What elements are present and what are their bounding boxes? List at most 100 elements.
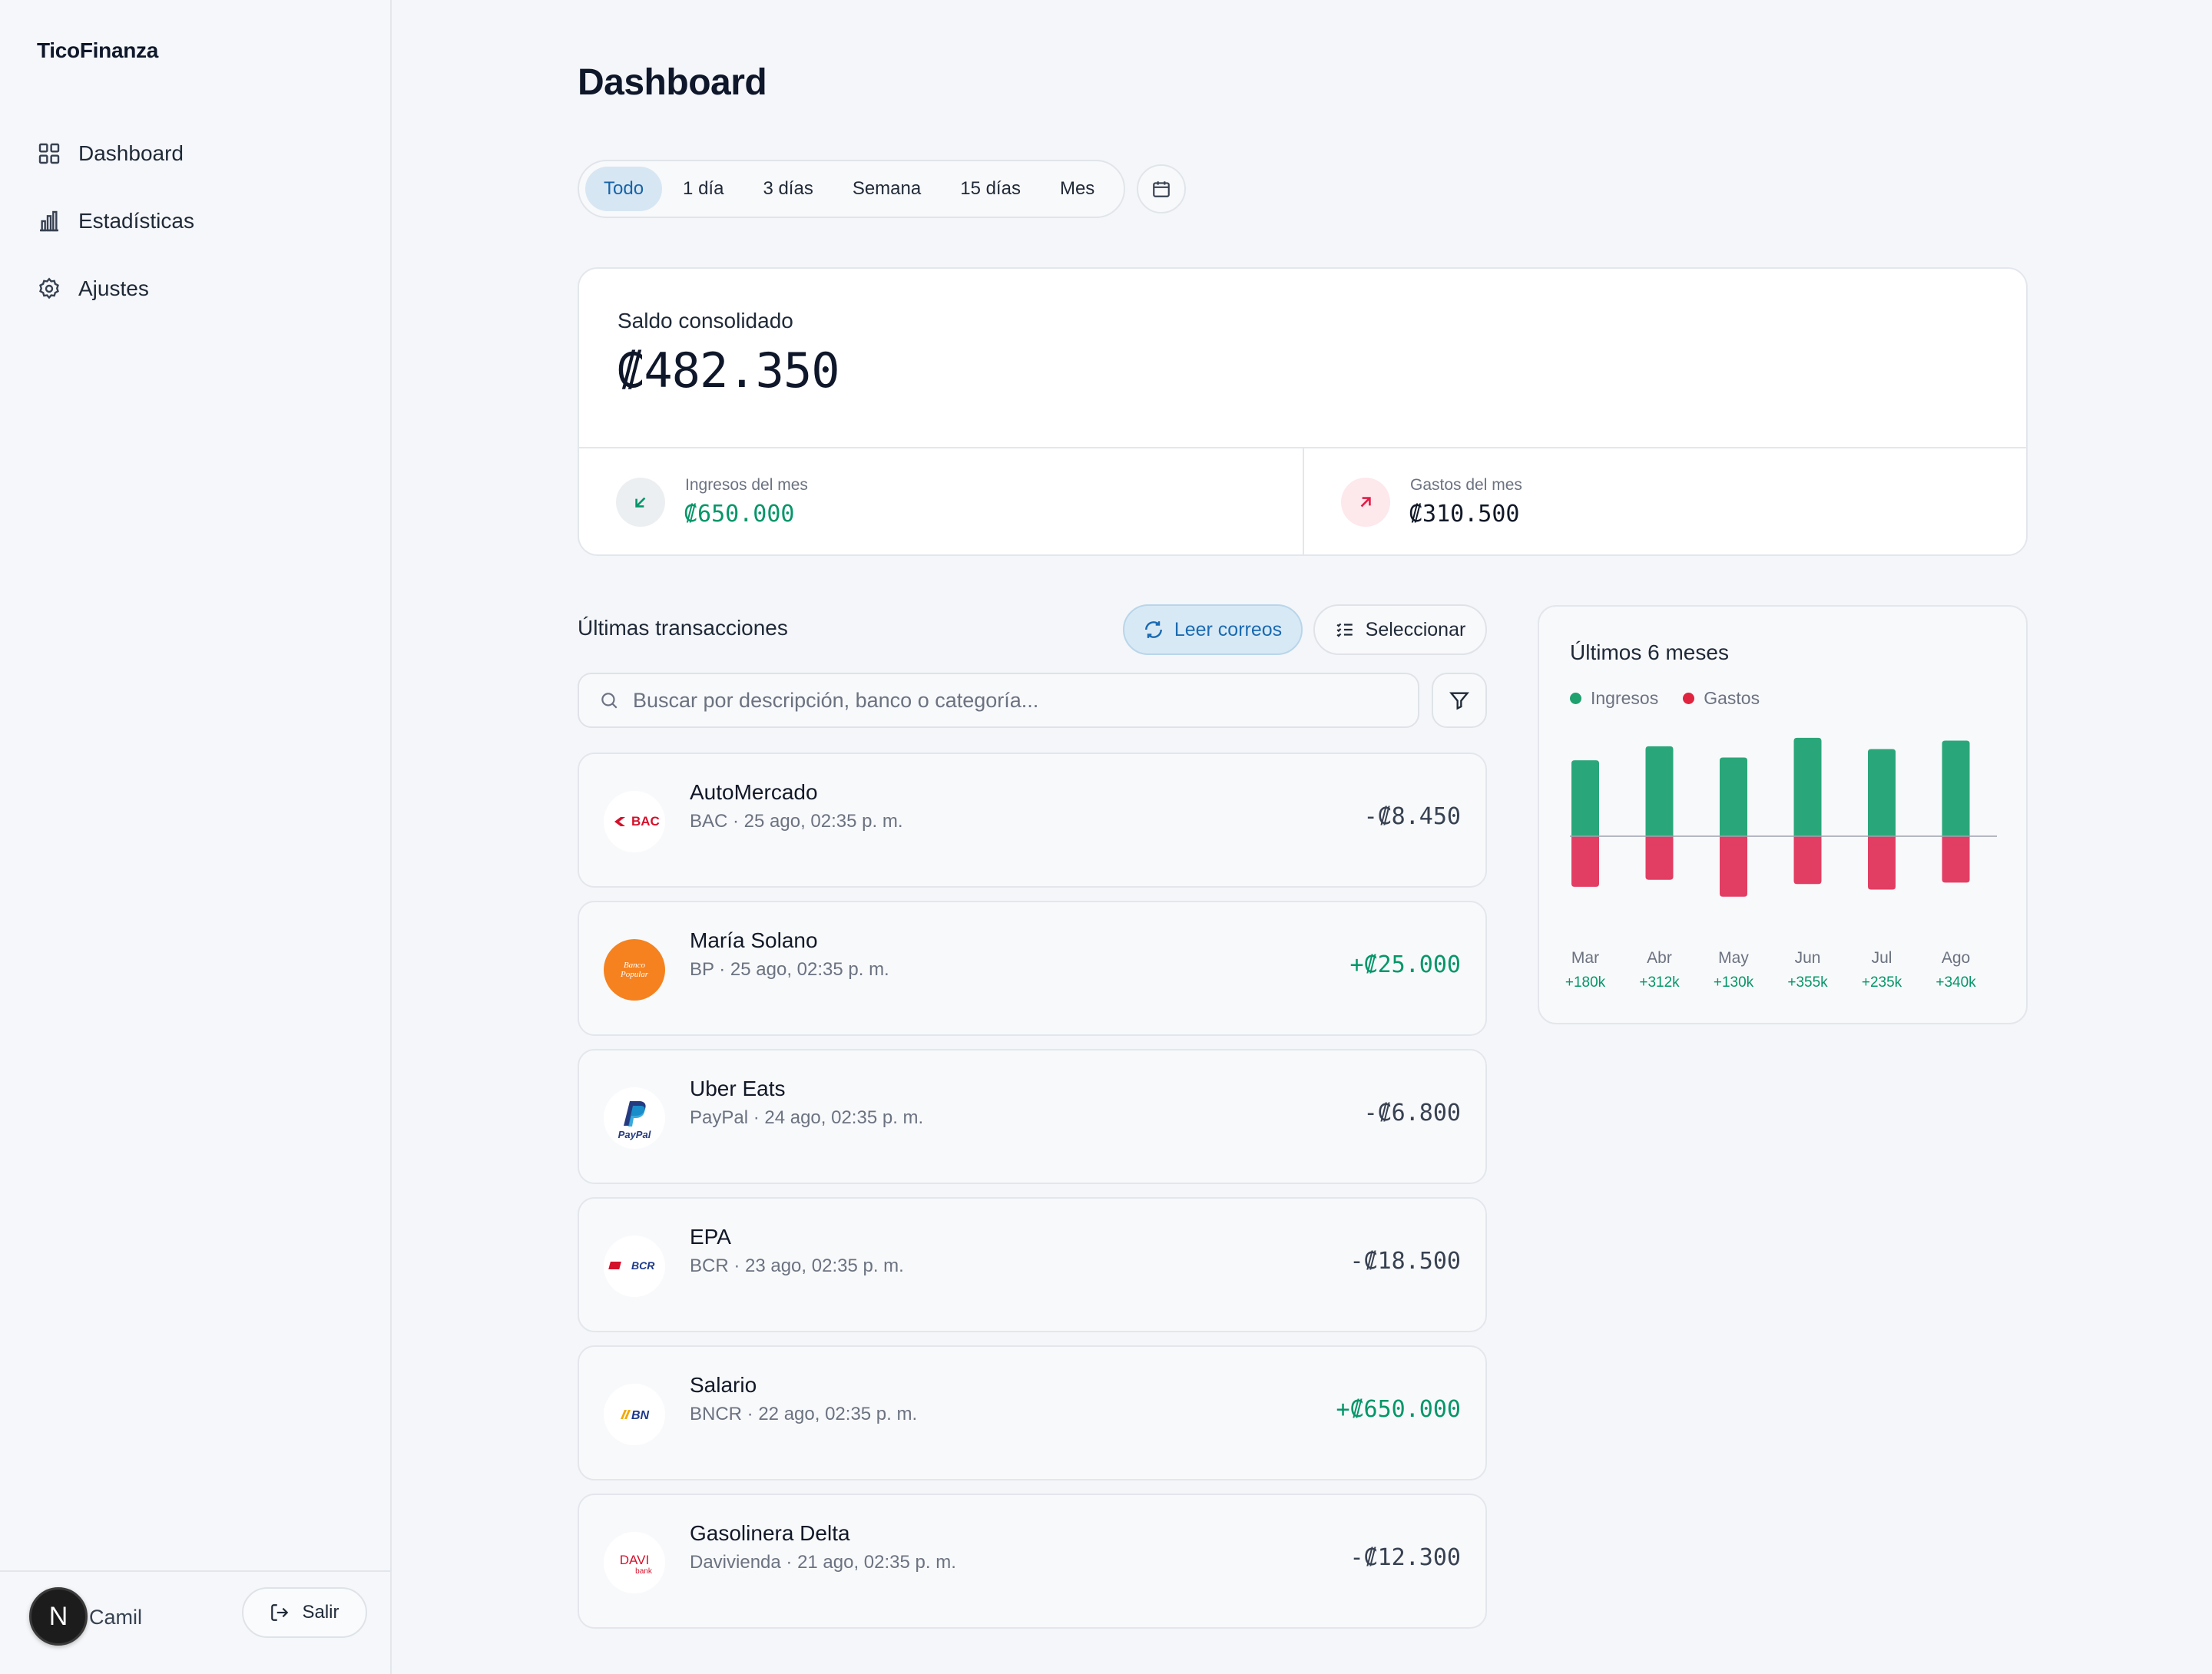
- sidebar-footer: N Camil Salir: [0, 1570, 392, 1674]
- expense-summary: Gastos del mes ₡310.500: [1304, 448, 2026, 554]
- search-input[interactable]: [633, 688, 1370, 713]
- transaction-row[interactable]: DAVI bank Gasolinera Delta Davivienda · 2…: [578, 1494, 1487, 1629]
- transaction-row[interactable]: PayPal Uber Eats PayPal · 24 ago, 02:35 …: [578, 1049, 1487, 1184]
- arrow-down-left-icon: [616, 478, 665, 527]
- transaction-amount: -₡18.500: [1349, 1248, 1462, 1275]
- transaction-amount: +₡25.000: [1349, 951, 1462, 978]
- transaction-meta: BCR · 23 ago, 02:35 p. m.: [690, 1256, 904, 1276]
- month-label: Ago: [1942, 949, 1970, 967]
- range-option-15-dias[interactable]: 15 días: [960, 178, 1021, 199]
- expense-bar: [1571, 836, 1599, 887]
- net-label: +130k: [1714, 974, 1754, 991]
- read-emails-button[interactable]: Leer correos: [1123, 604, 1303, 655]
- bcr-logo-icon: BCR: [604, 1236, 665, 1297]
- svg-text:Banco: Banco: [624, 961, 646, 970]
- legend-dot-income: [1570, 693, 1581, 704]
- legend-label-expense: Gastos: [1704, 688, 1760, 708]
- sidebar-item-label: Estadísticas: [78, 209, 194, 233]
- logout-label: Salir: [302, 1602, 339, 1623]
- legend-label-income: Ingresos: [1591, 688, 1659, 708]
- transaction-meta: BNCR · 22 ago, 02:35 p. m.: [690, 1404, 918, 1424]
- balance-amount: ₡482.350: [616, 342, 840, 399]
- income-bar: [1720, 757, 1747, 836]
- transaction-name: Uber Eats: [690, 1077, 786, 1100]
- transaction-row[interactable]: BCR EPA BCR · 23 ago, 02:35 p. m. -₡18.5…: [578, 1197, 1487, 1332]
- sidebar-item-estadisticas[interactable]: Estadísticas: [37, 198, 359, 244]
- davivienda-logo-icon: DAVI bank: [604, 1532, 665, 1593]
- transaction-name: María Solano: [690, 928, 818, 952]
- select-button[interactable]: Seleccionar: [1313, 604, 1487, 655]
- net-label: +355k: [1787, 974, 1828, 991]
- month-label: May: [1718, 949, 1749, 967]
- range-option-1-dia[interactable]: 1 día: [683, 178, 724, 199]
- transaction-meta: Davivienda · 21 ago, 02:35 p. m.: [690, 1552, 956, 1573]
- chart-title: Últimos 6 meses: [1570, 640, 1729, 664]
- transaction-amount: -₡6.800: [1363, 1100, 1461, 1126]
- grid-icon: [37, 141, 61, 166]
- calendar-icon: [1153, 181, 1170, 197]
- transaction-amount: -₡12.300: [1349, 1544, 1462, 1571]
- svg-text:bank: bank: [635, 1567, 653, 1576]
- expense-bar: [1942, 836, 1970, 883]
- bn-logo-icon: BN: [604, 1384, 665, 1445]
- expense-bar: [1793, 836, 1822, 885]
- avatar[interactable]: N: [29, 1587, 88, 1646]
- svg-text:PayPal: PayPal: [618, 1129, 651, 1140]
- sidebar-nav: Dashboard Estadísticas Ajustes: [37, 131, 359, 333]
- brand-logo: TicoFinanza: [37, 38, 158, 62]
- income-bar: [1942, 740, 1970, 836]
- sidebar-item-label: Dashboard: [78, 141, 184, 165]
- balance-split: Ingresos del mes ₡650.000 Gastos del mes…: [579, 447, 2026, 554]
- range-option-todo[interactable]: Todo: [585, 167, 663, 211]
- filter-icon: [1449, 692, 1469, 710]
- legend-item-expense: Gastos: [1683, 688, 1760, 709]
- income-bar: [1793, 737, 1822, 836]
- arrow-up-right-icon: [1341, 478, 1390, 527]
- range-option-semana[interactable]: Semana: [852, 178, 922, 199]
- transaction-row[interactable]: Banco Popular María Solano BP · 25 ago, 0…: [578, 901, 1487, 1036]
- income-summary: Ingresos del mes ₡650.000: [579, 448, 1304, 554]
- transaction-list: BAC AutoMercado BAC · 25 ago, 02:35 p. m…: [578, 753, 1487, 1642]
- expense-label: Gastos del mes: [1410, 476, 1522, 494]
- range-option-mes[interactable]: Mes: [1059, 178, 1095, 199]
- transaction-name: EPA: [690, 1225, 731, 1249]
- sidebar: TicoFinanza Dashboard Estadísticas Ajust…: [0, 0, 392, 1674]
- svg-text:Popular: Popular: [620, 970, 649, 979]
- transaction-row[interactable]: BN Salario BNCR · 22 ago, 02:35 p. m. +₡…: [578, 1345, 1487, 1480]
- range-option-3-dias[interactable]: 3 días: [763, 178, 813, 199]
- transaction-meta: PayPal · 24 ago, 02:35 p. m.: [690, 1107, 924, 1128]
- income-value: ₡650.000: [684, 501, 795, 528]
- sidebar-item-ajustes[interactable]: Ajustes: [37, 266, 359, 312]
- income-label: Ingresos del mes: [685, 476, 808, 494]
- transaction-name: AutoMercado: [690, 780, 818, 804]
- banco-popular-logo-icon: Banco Popular: [604, 939, 665, 1001]
- svg-text:BAC: BAC: [631, 814, 660, 829]
- select-label: Seleccionar: [1365, 618, 1466, 640]
- net-label: +340k: [1936, 974, 1976, 991]
- bar-chart-icon: [37, 209, 61, 233]
- transaction-amount: -₡8.450: [1363, 803, 1461, 830]
- expense-bar: [1645, 836, 1674, 880]
- monthly-chart-card: Mar +180k Abr +312k May +130k Jun +355k Jul +235k…: [1538, 605, 2028, 1024]
- expense-bar: [1720, 836, 1747, 897]
- logout-button[interactable]: Salir: [242, 1587, 367, 1638]
- search-field: [578, 673, 1419, 728]
- user-name: Camil: [89, 1606, 143, 1629]
- refresh-icon: [1144, 621, 1162, 638]
- transaction-meta: BP · 25 ago, 02:35 p. m.: [690, 959, 889, 980]
- net-label: +235k: [1862, 974, 1902, 991]
- transaction-amount: +₡650.000: [1336, 1396, 1461, 1423]
- logout-icon: [271, 1604, 289, 1621]
- filter-button[interactable]: [1432, 673, 1487, 728]
- calendar-button[interactable]: [1137, 164, 1186, 213]
- gear-icon: [37, 276, 61, 301]
- transaction-row[interactable]: BAC AutoMercado BAC · 25 ago, 02:35 p. m…: [578, 753, 1487, 888]
- balance-card: Saldo consolidado ₡482.350 Ingresos del …: [578, 267, 2028, 556]
- expense-value: ₡310.500: [1409, 501, 1520, 528]
- search-icon: [601, 693, 618, 709]
- transaction-meta: BAC · 25 ago, 02:35 p. m.: [690, 811, 903, 832]
- income-bar: [1571, 760, 1599, 836]
- read-emails-label: Leer correos: [1174, 618, 1283, 640]
- monthly-bar-chart: Mar +180k Abr +312k May +130k Jun +355k Jul +235k…: [1565, 737, 1997, 991]
- sidebar-item-dashboard[interactable]: Dashboard: [37, 131, 359, 177]
